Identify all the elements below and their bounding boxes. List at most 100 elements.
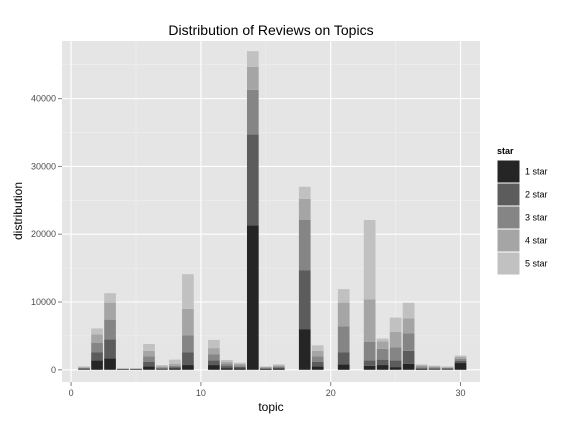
bar-segment: [221, 364, 233, 367]
bar-segment: [402, 350, 415, 364]
bar-segment: [272, 366, 285, 368]
legend-title: star: [497, 146, 514, 156]
bar-segment: [208, 339, 220, 349]
bar-segment: [169, 359, 181, 364]
bar-segment: [169, 365, 181, 368]
legend-label: 3 star: [525, 213, 548, 223]
bar-segment: [298, 329, 311, 370]
bar-segment: [415, 367, 428, 369]
bar-segment: [311, 350, 324, 357]
bar-segment: [311, 356, 324, 362]
y-tick-label: 0: [51, 365, 56, 375]
bar-segment: [208, 365, 220, 370]
bar-segment: [91, 352, 103, 361]
bar-segment: [169, 368, 181, 370]
bar-segment: [311, 366, 324, 370]
bar-segment: [415, 366, 428, 368]
bar-segment: [246, 66, 259, 90]
bar-segment: [234, 364, 246, 366]
y-tick-label: 20000: [31, 229, 56, 239]
bar-segment: [337, 289, 350, 303]
legend-label: 4 star: [525, 236, 548, 246]
bar-segment: [78, 367, 90, 369]
bar-segment: [311, 361, 324, 367]
bar-segment: [389, 347, 402, 361]
bar-segment: [91, 328, 103, 335]
bar-segment: [246, 51, 259, 67]
bar-segment: [169, 367, 181, 369]
bar-segment: [78, 366, 90, 368]
bar-segment: [182, 335, 194, 353]
bar-segment: [454, 355, 467, 357]
x-axis-title: topic: [258, 400, 283, 414]
bar-segment: [389, 360, 402, 368]
bar-segment: [169, 363, 181, 366]
bar-segment: [402, 333, 415, 351]
bar-segment: [441, 368, 454, 370]
bar-segment: [337, 302, 350, 327]
bar-segment: [441, 367, 454, 368]
bar-segment: [298, 219, 311, 271]
bar-segment: [337, 364, 350, 370]
bar-segment: [363, 299, 376, 343]
bar-segment: [117, 369, 129, 370]
bar-segment: [415, 368, 428, 370]
bar-segment: [104, 293, 116, 303]
bar-segment: [441, 367, 454, 369]
grid-minor: [62, 41, 480, 382]
bar-segment: [246, 89, 259, 135]
bar-segment: [441, 369, 454, 370]
bar-segment: [130, 368, 142, 369]
y-tick-label: 10000: [31, 297, 56, 307]
bar-segment: [234, 365, 246, 367]
bar-segment: [208, 354, 220, 361]
bar-segment: [234, 366, 246, 369]
plot-panel: [62, 41, 480, 382]
legend-key: [496, 205, 521, 230]
bar-segment: [376, 365, 389, 370]
bar-segment: [104, 302, 116, 320]
y-axis: 0 10000 20000 30000 40000: [31, 94, 62, 375]
bar-segment: [298, 198, 311, 220]
bar-segment: [363, 360, 376, 366]
bar-segment: [272, 365, 285, 367]
bar-segment: [454, 363, 467, 370]
bar-segment: [389, 367, 402, 370]
x-tick-label: 0: [69, 388, 74, 398]
bar-segment: [259, 368, 272, 369]
bar-segment: [272, 364, 285, 366]
bar-segment: [143, 361, 155, 367]
bar-segment: [272, 367, 285, 369]
bar-segment: [156, 369, 168, 370]
bar-segment: [376, 338, 389, 342]
x-axis: 0 10 20 30: [69, 382, 466, 398]
bar-segment: [428, 365, 441, 367]
bar-segment: [428, 369, 441, 370]
bar-segment: [221, 359, 233, 363]
bar-segment: [454, 358, 467, 361]
bar-segment: [298, 270, 311, 330]
bar-segment: [311, 345, 324, 351]
x-tick-label: 20: [326, 388, 336, 398]
bar-segment: [156, 368, 168, 370]
bar-segment: [104, 358, 116, 370]
bar-segment: [428, 366, 441, 368]
bar-segment: [428, 368, 441, 370]
bar-segment: [91, 360, 103, 370]
legend-key: [496, 251, 521, 276]
bar-segment: [402, 318, 415, 334]
bar-segment: [117, 368, 129, 369]
bar-segment: [246, 134, 259, 226]
y-tick-label: 40000: [31, 94, 56, 104]
legend-key: [496, 159, 521, 184]
y-axis-title: distribution: [11, 182, 25, 240]
bar-segment: [221, 362, 233, 365]
bar-segment: [130, 369, 142, 370]
legend-key: [496, 228, 521, 253]
legend-label: 5 star: [525, 259, 548, 269]
bar-segment: [272, 368, 285, 370]
bar-segment: [389, 331, 402, 348]
bar-segment: [363, 365, 376, 370]
chart-title: Distribution of Reviews on Topics: [168, 22, 373, 38]
bar-segment: [208, 348, 220, 355]
